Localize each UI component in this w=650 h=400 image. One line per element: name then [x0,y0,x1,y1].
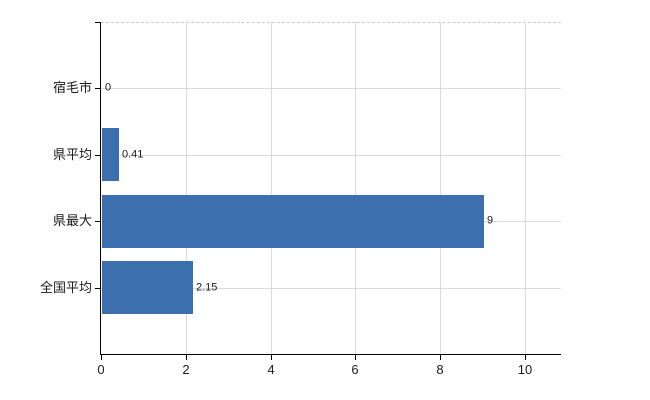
category-label-2: 県平均 [52,147,92,162]
horizontal-gridline [101,288,561,289]
bar-value-label: 9 [487,214,494,227]
vertical-gridline [186,22,187,354]
x-axis-tick-label: 4 [267,362,275,377]
bar-value-label: 2.15 [196,281,218,294]
y-axis-tick [95,221,100,222]
category-label-4: 全国平均 [39,280,92,295]
category-label-3: 県最大 [52,213,92,228]
category-label-1: 宿毛市 [52,80,92,95]
horizontal-gridline [101,88,561,89]
x-axis-tick [101,355,102,360]
bar-県最大 [102,195,484,248]
vertical-gridline [440,22,441,354]
bar-value-label: 0 [105,81,112,94]
x-axis-tick [271,355,272,360]
y-axis-line [100,22,101,355]
vertical-gridline [271,22,272,354]
bar-県平均 [102,128,119,181]
x-axis-tick-label: 0 [97,362,105,377]
x-axis-tick-label: 2 [182,362,190,377]
x-axis-tick-label: 8 [436,362,444,377]
x-axis-tick [186,355,187,360]
x-axis-tick-label: 10 [517,362,533,377]
horizontal-gridline [101,155,561,156]
bar-value-label: 0.41 [122,148,144,161]
y-axis-tick [95,288,100,289]
bar-全国平均 [102,261,193,314]
x-axis-tick-label: 6 [351,362,359,377]
vertical-gridline [355,22,356,354]
y-axis-tick [95,22,100,23]
plot-area [101,22,561,354]
y-axis-tick [95,88,100,89]
x-axis-line [100,354,561,355]
y-axis-tick [95,155,100,156]
x-axis-tick [525,355,526,360]
x-axis-tick [440,355,441,360]
x-axis-tick [355,355,356,360]
vertical-gridline [525,22,526,354]
